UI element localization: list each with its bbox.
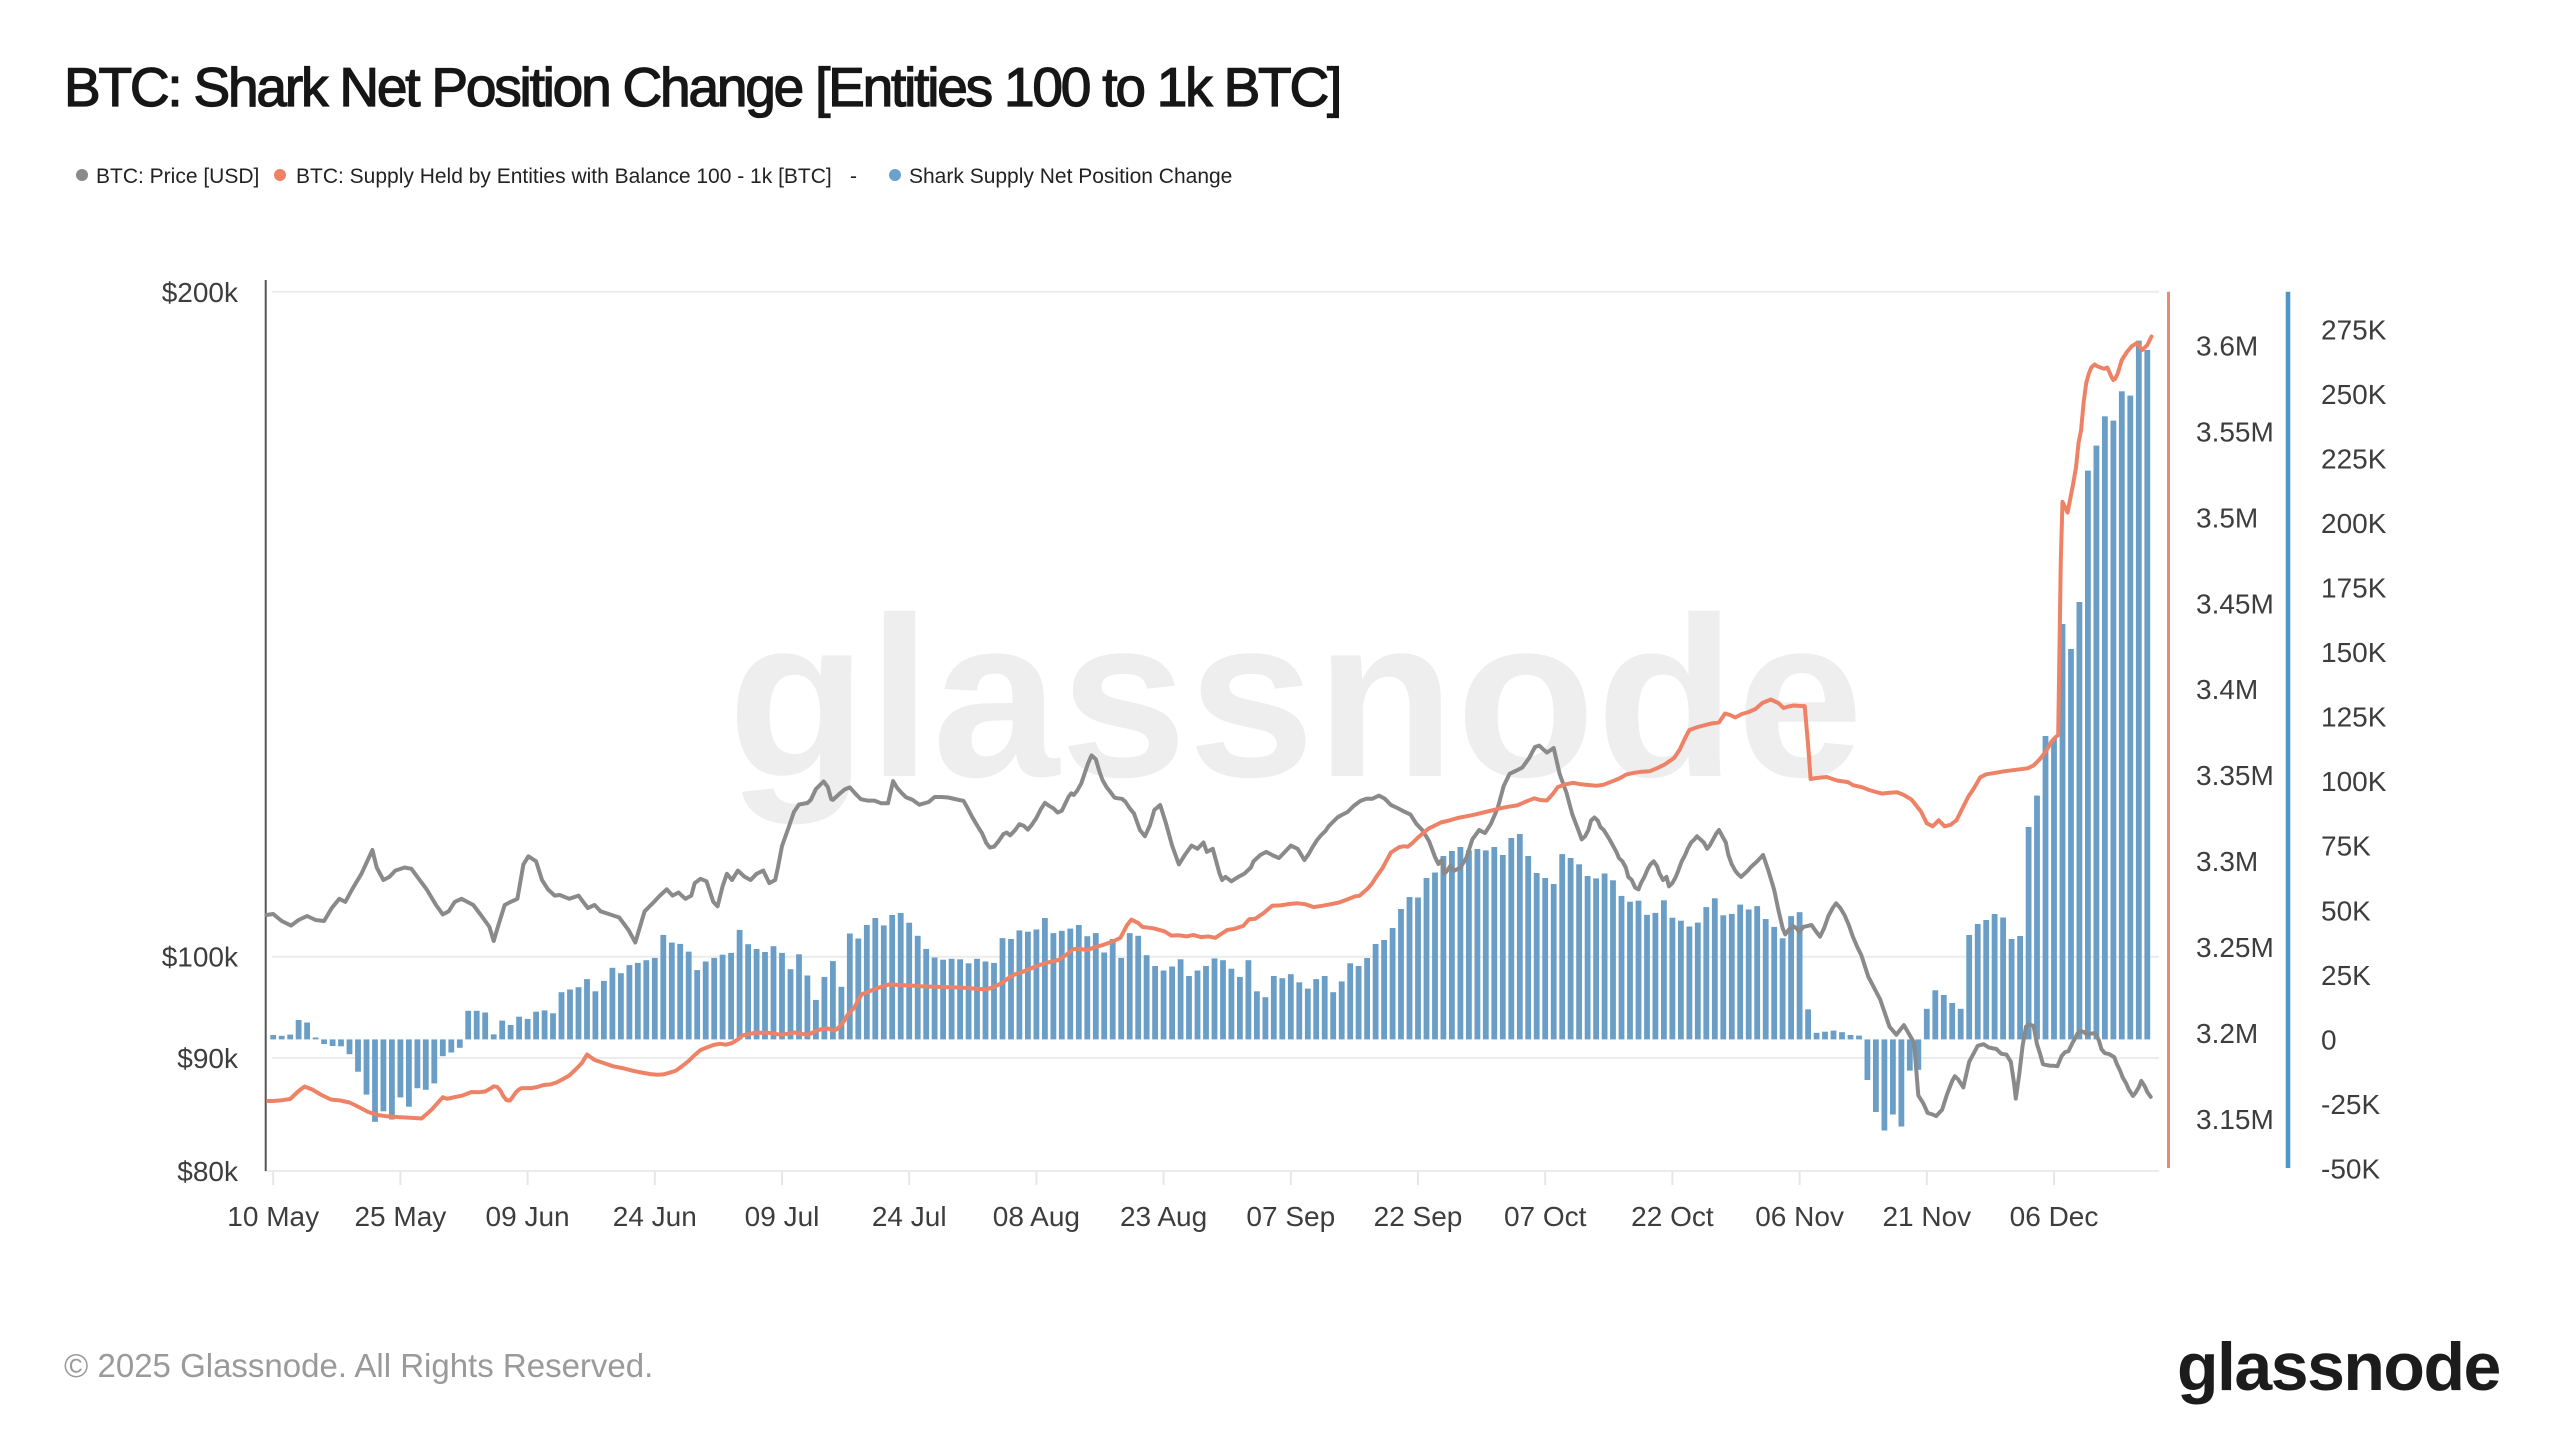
svg-text:25 May: 25 May	[354, 1201, 446, 1232]
svg-text:3.35M: 3.35M	[2196, 760, 2274, 791]
svg-text:3.25M: 3.25M	[2196, 932, 2274, 963]
svg-text:-25K: -25K	[2321, 1089, 2380, 1120]
svg-text:06 Dec: 06 Dec	[2010, 1201, 2099, 1232]
svg-text:225K: 225K	[2321, 444, 2387, 475]
svg-text:06 Nov: 06 Nov	[1755, 1201, 1844, 1232]
svg-text:-: -	[850, 165, 857, 188]
svg-text:21 Nov: 21 Nov	[1882, 1201, 1971, 1232]
svg-text:3.6M: 3.6M	[2196, 330, 2258, 361]
svg-text:09 Jul: 09 Jul	[745, 1201, 820, 1232]
svg-text:22 Oct: 22 Oct	[1631, 1201, 1714, 1232]
svg-text:$200k: $200k	[162, 277, 239, 308]
svg-text:-50K: -50K	[2321, 1153, 2380, 1184]
svg-text:275K: 275K	[2321, 314, 2387, 345]
svg-text:23 Aug: 23 Aug	[1120, 1201, 1207, 1232]
svg-text:09 Jun: 09 Jun	[486, 1201, 570, 1232]
svg-text:25K: 25K	[2321, 960, 2371, 991]
svg-text:150K: 150K	[2321, 637, 2387, 668]
svg-text:24 Jul: 24 Jul	[872, 1201, 947, 1232]
svg-text:07 Oct: 07 Oct	[1504, 1201, 1587, 1232]
svg-text:125K: 125K	[2321, 702, 2387, 733]
svg-text:0: 0	[2321, 1024, 2337, 1055]
svg-text:$80k: $80k	[177, 1156, 239, 1187]
svg-text:3.45M: 3.45M	[2196, 588, 2274, 619]
svg-text:24 Jun: 24 Jun	[613, 1201, 697, 1232]
svg-text:BTC: Supply Held by Entities w: BTC: Supply Held by Entities with Balanc…	[296, 165, 832, 188]
svg-text:100K: 100K	[2321, 766, 2387, 797]
svg-text:250K: 250K	[2321, 379, 2387, 410]
svg-text:BTC: Price [USD]: BTC: Price [USD]	[96, 165, 259, 188]
svg-text:3.3M: 3.3M	[2196, 846, 2258, 877]
svg-text:3.4M: 3.4M	[2196, 674, 2258, 705]
svg-text:08 Aug: 08 Aug	[993, 1201, 1080, 1232]
svg-text:50K: 50K	[2321, 895, 2371, 926]
svg-text:175K: 175K	[2321, 573, 2387, 604]
svg-text:BTC: Shark Net Position Change: BTC: Shark Net Position Change [Entities…	[64, 56, 1340, 118]
svg-text:$100k: $100k	[162, 942, 239, 973]
svg-text:Shark Supply Net Position Chan: Shark Supply Net Position Change	[909, 165, 1232, 188]
svg-text:$90k: $90k	[177, 1043, 239, 1074]
svg-text:glassnode: glassnode	[2177, 1329, 2500, 1405]
svg-text:© 2025 Glassnode. All Rights R: © 2025 Glassnode. All Rights Reserved.	[64, 1347, 653, 1384]
svg-text:3.15M: 3.15M	[2196, 1104, 2274, 1135]
svg-text:3.5M: 3.5M	[2196, 502, 2258, 533]
svg-text:3.2M: 3.2M	[2196, 1018, 2258, 1049]
svg-text:75K: 75K	[2321, 831, 2371, 862]
svg-text:glassnode: glassnode	[728, 571, 1865, 825]
svg-text:3.55M: 3.55M	[2196, 416, 2274, 447]
svg-text:07 Sep: 07 Sep	[1246, 1201, 1335, 1232]
svg-text:10 May: 10 May	[227, 1201, 319, 1232]
svg-text:200K: 200K	[2321, 508, 2387, 539]
svg-text:22 Sep: 22 Sep	[1374, 1201, 1463, 1232]
